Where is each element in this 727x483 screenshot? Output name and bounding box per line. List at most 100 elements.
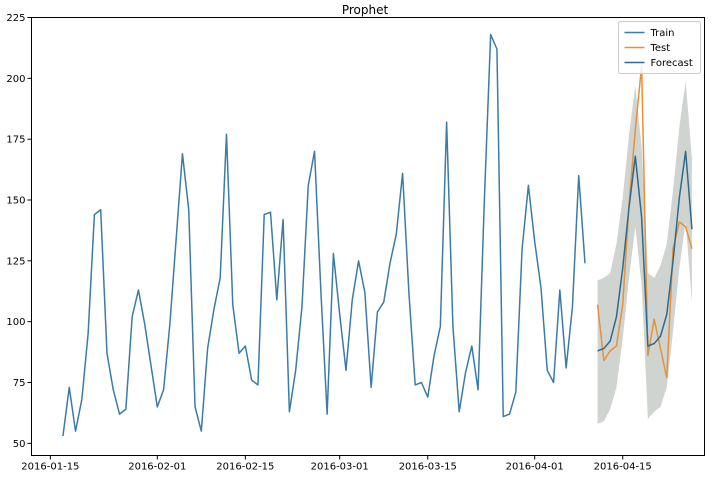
test-data-point bbox=[660, 348, 661, 349]
train-data-point bbox=[377, 311, 378, 312]
train-data-point bbox=[220, 277, 221, 278]
forecast-data-point bbox=[672, 260, 673, 261]
legend: Train Test Forecast bbox=[618, 21, 701, 74]
y-tick-label: 150 bbox=[6, 196, 25, 207]
train-data-point bbox=[257, 384, 258, 385]
train-data-point bbox=[477, 389, 478, 390]
y-tick-label: 75 bbox=[13, 378, 26, 389]
train-data-point bbox=[490, 34, 491, 35]
y-tick-label: 100 bbox=[6, 317, 25, 328]
test-data-point bbox=[610, 350, 611, 351]
train-data-point bbox=[528, 185, 529, 186]
train-data-point bbox=[125, 409, 126, 410]
train-data-point bbox=[578, 175, 579, 176]
forecast-data-point bbox=[679, 197, 680, 198]
train-data-point bbox=[509, 414, 510, 415]
forecast-data-point bbox=[647, 345, 648, 346]
legend-label-train: Train bbox=[650, 28, 675, 39]
train-data-point bbox=[113, 389, 114, 390]
train-data-point bbox=[572, 306, 573, 307]
train-data-point bbox=[245, 345, 246, 346]
train-data-point bbox=[213, 309, 214, 310]
forecast-data-point bbox=[641, 216, 642, 217]
test-data-point bbox=[679, 221, 680, 222]
train-data-point bbox=[402, 173, 403, 174]
train-data-point bbox=[547, 370, 548, 371]
train-data-point bbox=[314, 151, 315, 152]
x-tick-label: 2016-03-01 bbox=[311, 462, 369, 473]
test-data-point bbox=[622, 304, 623, 305]
train-data-point bbox=[352, 299, 353, 300]
train-data-point bbox=[553, 382, 554, 383]
train-data-point bbox=[138, 289, 139, 290]
train-data-point bbox=[452, 326, 453, 327]
train-data-point bbox=[522, 248, 523, 249]
train-data-point bbox=[88, 333, 89, 334]
train-data-point bbox=[584, 263, 585, 264]
train-data-point bbox=[459, 411, 460, 412]
train-data-point bbox=[333, 253, 334, 254]
forecast-data-point bbox=[597, 350, 598, 351]
train-data-point bbox=[339, 314, 340, 315]
train-data-point bbox=[150, 365, 151, 366]
train-data-point bbox=[194, 406, 195, 407]
train-data-point bbox=[69, 387, 70, 388]
train-data-point bbox=[566, 367, 567, 368]
train-data-point bbox=[182, 153, 183, 154]
train-data-point bbox=[232, 304, 233, 305]
train-data-point bbox=[484, 199, 485, 200]
train-data-point bbox=[383, 302, 384, 303]
series-lines-layer bbox=[62, 33, 693, 437]
train-data-point bbox=[327, 414, 328, 415]
train-data-point bbox=[364, 292, 365, 293]
train-data-point bbox=[251, 379, 252, 380]
train-data-point bbox=[389, 263, 390, 264]
train-data-point bbox=[421, 382, 422, 383]
train-data-point bbox=[289, 411, 290, 412]
train-data-point bbox=[238, 353, 239, 354]
x-tick-label: 2016-02-15 bbox=[216, 462, 274, 473]
legend-box bbox=[618, 21, 701, 74]
train-data-point bbox=[75, 431, 76, 432]
train-data-point bbox=[358, 260, 359, 261]
chart-title: Prophet bbox=[342, 3, 389, 17]
train-data-point bbox=[163, 389, 164, 390]
forecast-series-line bbox=[597, 150, 693, 352]
plot-frame bbox=[31, 17, 705, 456]
forecast-data-point bbox=[666, 314, 667, 315]
train-data-point bbox=[62, 435, 63, 436]
y-tick-label: 50 bbox=[13, 439, 26, 450]
train-data-point bbox=[106, 353, 107, 354]
test-data-point bbox=[647, 355, 648, 356]
test-data-point bbox=[654, 319, 655, 320]
train-data-point bbox=[433, 355, 434, 356]
train-data-point bbox=[188, 209, 189, 210]
train-data-point bbox=[440, 326, 441, 327]
x-tick-label: 2016-02-01 bbox=[128, 462, 186, 473]
train-data-point bbox=[301, 306, 302, 307]
forecast-data-point bbox=[660, 336, 661, 337]
forecast-data-point bbox=[635, 156, 636, 157]
test-data-point bbox=[685, 226, 686, 227]
test-data-point bbox=[691, 248, 692, 249]
train-data-point bbox=[559, 289, 560, 290]
train-data-point bbox=[157, 406, 158, 407]
train-data-point bbox=[270, 212, 271, 213]
legend-label-forecast: Forecast bbox=[651, 58, 693, 69]
y-tick-label: 175 bbox=[6, 135, 25, 146]
train-data-point bbox=[276, 299, 277, 300]
train-data-point bbox=[119, 414, 120, 415]
train-data-point bbox=[282, 219, 283, 220]
train-data-point bbox=[94, 214, 95, 215]
forecast-data-point bbox=[610, 341, 611, 342]
train-data-point bbox=[81, 399, 82, 400]
train-data-point bbox=[408, 292, 409, 293]
train-data-point bbox=[471, 345, 472, 346]
train-data-point bbox=[345, 370, 346, 371]
train-data-point bbox=[308, 185, 309, 186]
train-data-point bbox=[176, 238, 177, 239]
forecast-data-point bbox=[628, 207, 629, 208]
train-data-point bbox=[534, 241, 535, 242]
train-data-point bbox=[540, 287, 541, 288]
forecast-data-point bbox=[654, 343, 655, 344]
